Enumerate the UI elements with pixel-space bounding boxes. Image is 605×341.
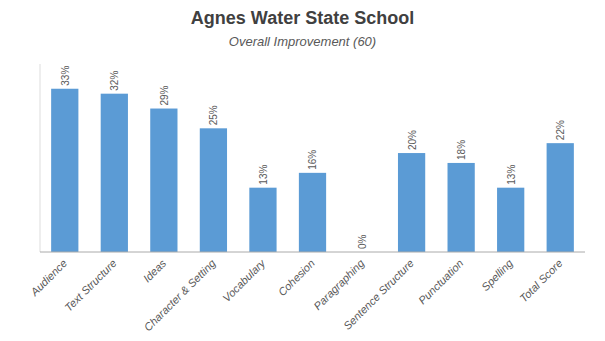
data-label: 13% xyxy=(506,165,517,185)
x-tick-label: Sentence Structure xyxy=(341,257,416,332)
x-tick-label: Text Structure xyxy=(62,257,119,314)
subtitle: Overall Improvement (60) xyxy=(229,34,376,49)
x-tick-label: Paragraphing xyxy=(311,256,367,312)
x-tick-label: Ideas xyxy=(141,257,169,285)
bar xyxy=(497,188,524,252)
data-label: 16% xyxy=(308,150,319,170)
x-tick-label: Punctuation xyxy=(416,257,466,307)
x-tick-label: Cohesion xyxy=(276,257,317,298)
data-label: 0% xyxy=(357,234,368,249)
x-tick-label: Character & Setting xyxy=(141,256,218,333)
x-tick-label: Spelling xyxy=(479,256,516,293)
x-axis-line xyxy=(40,252,585,253)
data-label: 32% xyxy=(109,71,120,91)
title: Agnes Water State School xyxy=(191,8,414,28)
bar xyxy=(448,163,475,252)
data-label: 29% xyxy=(159,85,170,105)
bar xyxy=(299,173,326,252)
data-label: 22% xyxy=(555,120,566,140)
bar xyxy=(398,153,425,252)
bar xyxy=(249,188,276,252)
chart-container: Agnes Water State School Overall Improvem… xyxy=(0,0,605,341)
data-label: 13% xyxy=(258,165,269,185)
data-label: 20% xyxy=(407,130,418,150)
bars xyxy=(51,89,574,252)
bar xyxy=(51,89,78,252)
y-axis-line xyxy=(40,64,41,252)
data-label: 25% xyxy=(208,105,219,125)
bar xyxy=(200,128,227,252)
x-tick-label: Vocabulary xyxy=(220,256,268,304)
x-tick-label: Audience xyxy=(28,257,70,299)
x-tick-label: Total Score xyxy=(517,257,565,305)
chart-svg: Agnes Water State School Overall Improvem… xyxy=(0,0,605,341)
data-label: 33% xyxy=(60,66,71,86)
data-label: 18% xyxy=(456,140,467,160)
bar xyxy=(150,109,177,252)
bar xyxy=(101,94,128,252)
bar xyxy=(547,143,574,252)
